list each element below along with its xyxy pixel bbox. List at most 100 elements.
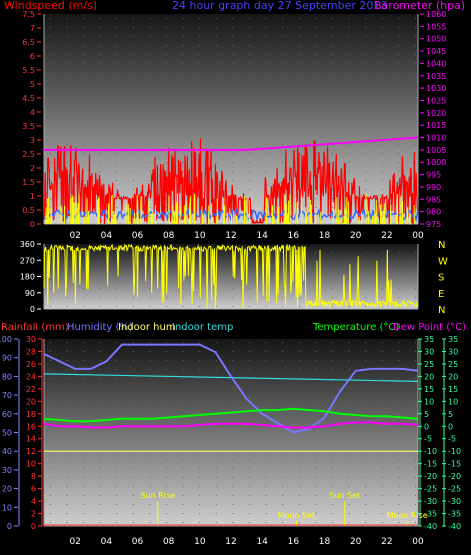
x-tick-label: 22 — [381, 537, 392, 547]
x-tick-label: 08 — [163, 231, 175, 241]
barometer-tick: 1010 — [426, 134, 446, 143]
x-tick-label: 10 — [194, 231, 206, 241]
windspeed-tick: 5 — [30, 80, 35, 89]
windspeed-tick: 7.5 — [22, 10, 35, 19]
wind-panel: 0 0.5 1 1.5 2 2.5 3 3.5 4 4.5 5 5.5 6 6.5 7 7.5 975 980 98… — [22, 10, 446, 241]
event-label: Sun Rise — [140, 491, 175, 500]
temp-tick-inner: 35 — [424, 335, 434, 344]
barometer-tick: 975 — [426, 220, 441, 229]
x-tick-label: 14 — [256, 537, 268, 547]
temp-tick-inner: 15 — [424, 385, 434, 394]
temp-tick-inner: 5 — [424, 410, 429, 419]
temp-tick-inner: 30 — [424, 347, 434, 356]
compass-label: N — [438, 305, 445, 316]
rain-tick: 26 — [26, 360, 36, 369]
temp-panel: 0102030405060708090100024681012141618202… — [0, 335, 461, 547]
rain-tick: 28 — [26, 347, 36, 356]
x-tick-label: 00 — [412, 537, 424, 547]
temp-tick-inner: -20 — [424, 472, 437, 481]
temp-tick-inner: -30 — [424, 497, 437, 506]
indoor-hum-label: Indoor hum — [118, 322, 176, 333]
rain-tick: 22 — [26, 385, 36, 394]
x-tick-label: 22 — [381, 231, 392, 241]
temp-tick-outer: 5 — [448, 410, 453, 419]
compass-label: N — [438, 240, 445, 251]
x-tick-label: 20 — [350, 537, 362, 547]
temp-tick-outer: 25 — [448, 360, 458, 369]
rain-tick: 20 — [26, 397, 36, 406]
temp-tick-outer: -5 — [448, 435, 456, 444]
barometer-tick: 1005 — [426, 146, 446, 155]
windspeed-tick: 3.5 — [22, 122, 35, 131]
x-tick-label: 04 — [101, 537, 113, 547]
x-tick-label: 08 — [163, 537, 175, 547]
humidity-tick: 100 — [0, 335, 12, 344]
humidity-line — [43, 343, 419, 434]
humidity-tick: 80 — [2, 372, 12, 381]
x-tick-label: 02 — [69, 231, 80, 241]
x-tick-label: 06 — [132, 231, 144, 241]
humidity-tick: 50 — [2, 429, 12, 438]
x-tick-label: 12 — [225, 231, 236, 241]
humidity-tick: 60 — [2, 410, 12, 419]
windspeed-tick: 4.5 — [22, 94, 35, 103]
windspeed-tick: 6.5 — [22, 38, 35, 47]
x-tick-label: 00 — [412, 231, 424, 241]
barometer-tick: 1035 — [426, 72, 446, 81]
dew-point-label: Dew Point (°C) — [393, 322, 466, 333]
windspeed-tick: 5.5 — [22, 66, 35, 75]
temp-tick-outer: 30 — [448, 347, 458, 356]
humidity-tick: 90 — [2, 354, 12, 363]
temp-tick-outer: 20 — [448, 372, 458, 381]
graph-title: 24 hour graph day 27 September 2013 — [172, 0, 387, 12]
barometer-tick: 1000 — [426, 158, 446, 167]
temp-tick-inner: 0 — [424, 422, 429, 431]
x-tick-label: 18 — [319, 537, 331, 547]
temperature-line — [43, 407, 419, 423]
indoor-temp-label: Indoor temp — [172, 322, 233, 333]
panel-grid — [44, 14, 418, 224]
windspeed-tick: 4 — [30, 108, 35, 117]
temp-tick-outer: 0 — [448, 422, 453, 431]
direction-tick: 180 — [20, 273, 35, 282]
event-label: Moon Set — [278, 511, 315, 520]
windspeed-tick: 0 — [30, 220, 35, 229]
barometer-tick: 1015 — [426, 121, 446, 130]
rain-tick: 6 — [31, 485, 36, 494]
x-tick-label: 10 — [194, 537, 206, 547]
x-tick-label: 04 — [101, 231, 113, 241]
x-tick-label: 20 — [350, 231, 362, 241]
barometer-tick: 995 — [426, 171, 441, 180]
compass-label: S — [438, 273, 444, 284]
temp-tick-inner: -10 — [424, 447, 437, 456]
rain-tick: 2 — [31, 510, 36, 519]
barometer-tick: 1030 — [426, 84, 446, 93]
compass-label: E — [438, 289, 444, 300]
x-tick-label: 16 — [288, 231, 300, 241]
temperature-label: Temperature (°C) — [312, 322, 399, 333]
rain-tick: 0 — [31, 522, 36, 531]
rainfall-label: Rainfall (mm) — [1, 322, 69, 333]
direction-tick: 90 — [25, 289, 35, 298]
average-wind-line — [43, 207, 419, 223]
rain-tick: 10 — [26, 460, 36, 469]
panel-grid — [44, 244, 418, 309]
x-tick-label: 18 — [319, 231, 331, 241]
humidity-tick: 0 — [7, 522, 12, 531]
direction-tick: 270 — [20, 256, 35, 265]
temp-tick-outer: -25 — [448, 485, 461, 494]
humidity-tick: 40 — [2, 447, 12, 456]
temp-tick-outer: -30 — [448, 497, 461, 506]
humidity-tick: 20 — [2, 485, 12, 494]
temp-tick-outer: -40 — [448, 522, 461, 531]
dew-point-line — [43, 421, 419, 429]
rain-tick: 16 — [26, 422, 36, 431]
humidity-tick: 70 — [2, 391, 12, 400]
windspeed-tick: 1.5 — [22, 178, 35, 187]
temp-tick-inner: -35 — [424, 510, 437, 519]
x-tick-label: 02 — [69, 537, 80, 547]
rain-tick: 14 — [26, 435, 36, 444]
humidity-tick: 10 — [2, 503, 12, 512]
temp-tick-inner: -25 — [424, 485, 437, 494]
